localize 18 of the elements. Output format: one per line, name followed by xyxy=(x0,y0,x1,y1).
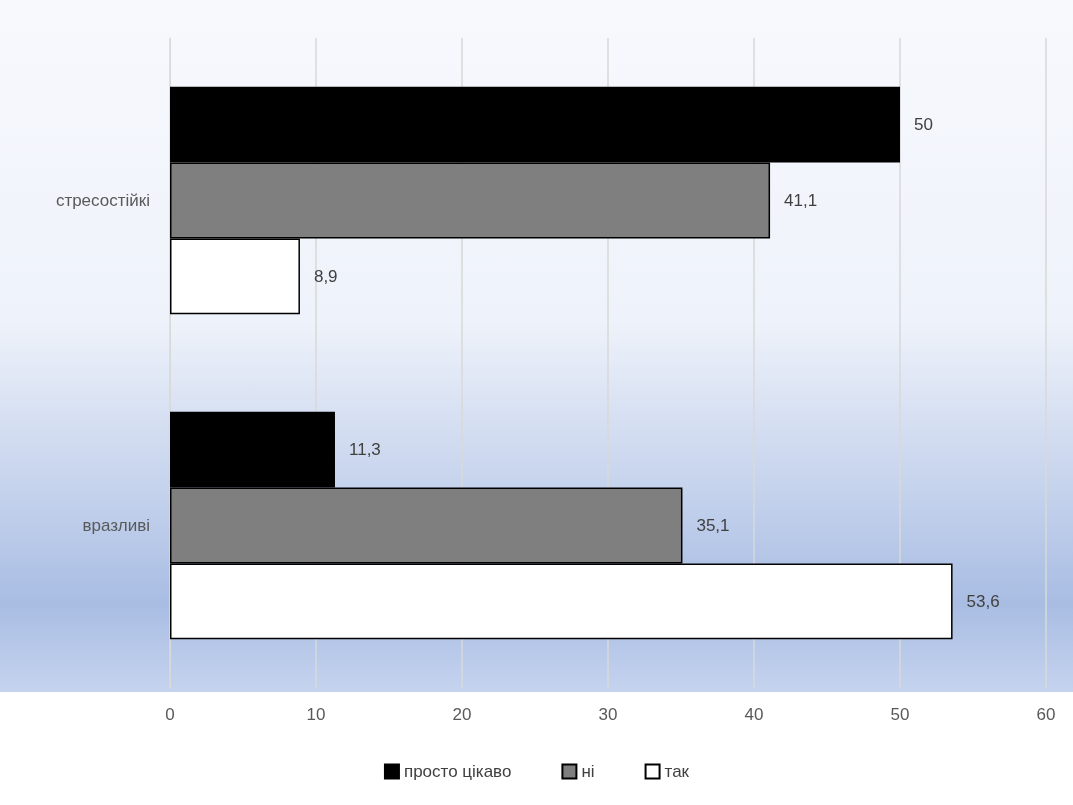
x-tick-label: 40 xyxy=(744,705,764,724)
legend-label: просто цікаво xyxy=(403,762,512,781)
x-tick-label: 10 xyxy=(306,705,326,724)
x-tick-label: 20 xyxy=(452,705,472,724)
data-label: 35,1 xyxy=(696,516,730,535)
y-tick-label: стресостійкі xyxy=(55,191,150,210)
x-tick-label: 60 xyxy=(1036,705,1056,724)
x-tick-label: 0 xyxy=(165,705,175,724)
data-label: 41,1 xyxy=(784,191,818,210)
data-label: 53,6 xyxy=(966,591,1000,611)
y-tick-label: вразливі xyxy=(82,516,150,535)
legend-label: так xyxy=(664,762,690,781)
data-label: 50 xyxy=(914,115,933,135)
x-tick-label: 30 xyxy=(598,705,618,724)
x-tick-label: 50 xyxy=(890,705,910,724)
data-label: 8,9 xyxy=(313,266,338,286)
data-label: 11,3 xyxy=(348,440,381,460)
legend-label: ні xyxy=(581,762,595,781)
